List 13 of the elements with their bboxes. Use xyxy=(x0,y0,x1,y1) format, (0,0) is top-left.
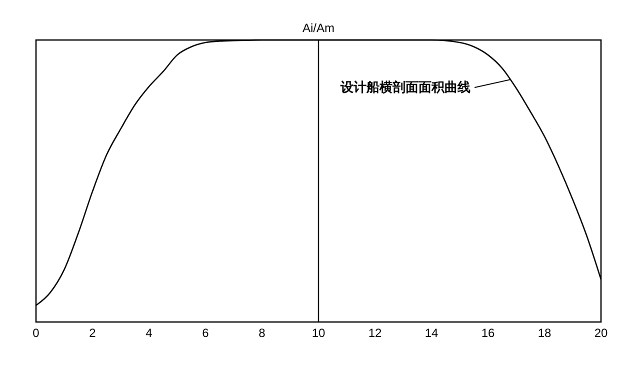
x-tick-label: 18 xyxy=(538,326,552,340)
x-tick-label: 6 xyxy=(202,326,210,340)
x-tick-label: 4 xyxy=(146,326,153,340)
x-tick-label: 2 xyxy=(89,326,96,340)
x-tick-label: 0 xyxy=(32,326,40,340)
annotation: 设计船横剖面面积曲线 xyxy=(340,79,471,94)
x-tick-label: 10 xyxy=(312,326,326,340)
x-tick-label: 14 xyxy=(424,326,438,340)
x-tick-label: 12 xyxy=(368,326,382,340)
x-tick-label: 20 xyxy=(594,326,608,340)
x-tick-label: 16 xyxy=(481,326,495,340)
x-tick-label: 8 xyxy=(258,326,266,340)
chart-title: Ai/Am xyxy=(302,21,335,35)
